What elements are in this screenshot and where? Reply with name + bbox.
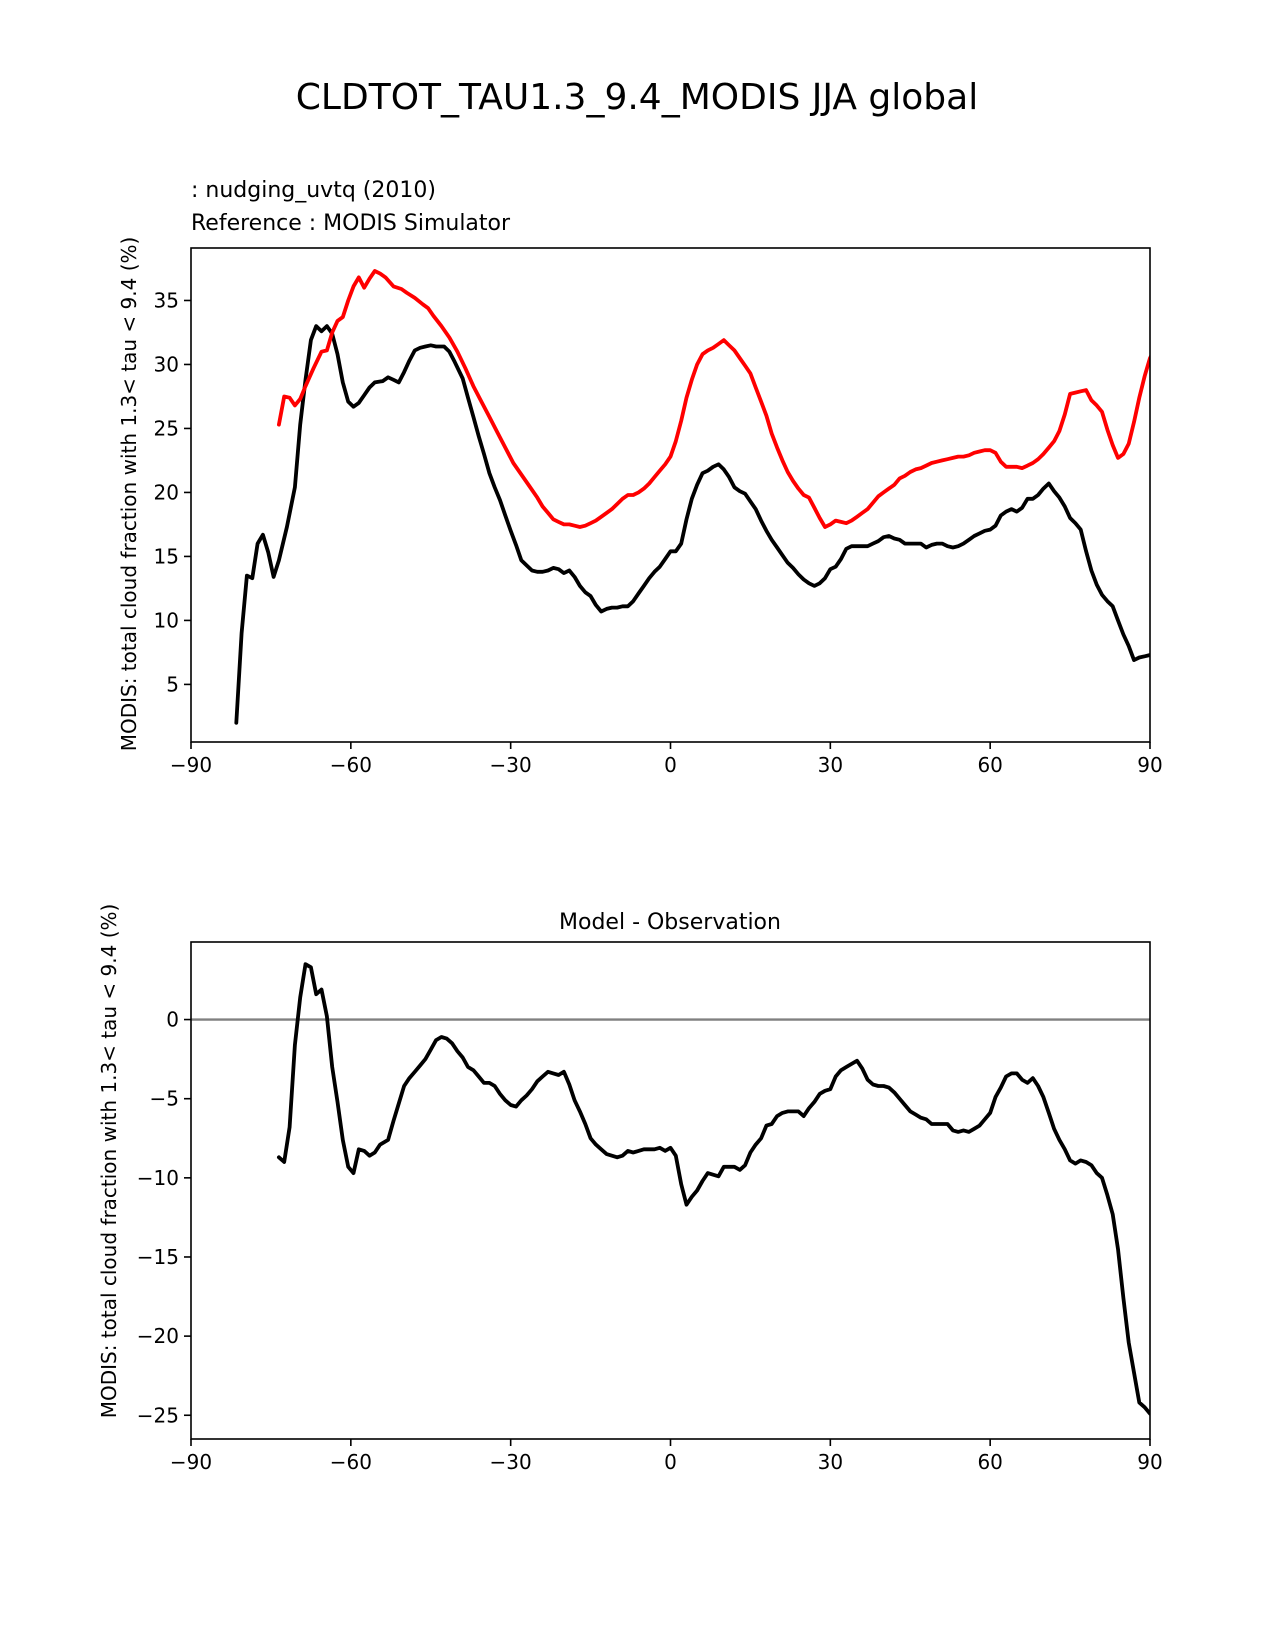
bottom-ytick-label: 0 (166, 1008, 179, 1032)
top-axes-frame (190, 247, 1151, 743)
top-series-nudging-uvtq-2010 (234, 324, 1150, 725)
top-series-modis-simulator (277, 269, 1150, 529)
bottom-xtick-label: 90 (1137, 1450, 1162, 1474)
bottom-ytick-label: −10 (137, 1166, 179, 1190)
top-ytick-label: 15 (154, 544, 179, 568)
reference-label: Reference : MODIS Simulator (191, 211, 511, 236)
figure-title: CLDTOT_TAU1.3_9.4_MODIS JJA global (296, 77, 978, 118)
bottom-ytick-label: −20 (137, 1324, 179, 1348)
top-ytick-label: 5 (166, 672, 179, 696)
top-panel: : nudging_uvtq (2010) Reference : MODIS … (117, 178, 1163, 777)
bottom-title: Model - Observation (559, 910, 781, 935)
bottom-ytick-label: −5 (150, 1087, 179, 1111)
bottom-ytick-label: −15 (137, 1245, 179, 1269)
bottom-plot-area: −90 −60 −30 0 30 60 90 −25 −20 −15 −10 −5 0 (137, 962, 1163, 1474)
bottom-series-model-observation (277, 962, 1150, 1416)
top-ytick-label: 25 (154, 416, 179, 440)
bottom-ylabel: MODIS: total cloud fraction with 1.3< ta… (97, 904, 121, 1419)
top-ytick-label: 30 (154, 352, 179, 376)
top-xtick-label: 30 (818, 753, 843, 777)
bottom-xtick-label: 60 (977, 1450, 1002, 1474)
bottom-xtick-label: −30 (490, 1450, 532, 1474)
top-xtick-label: 90 (1137, 753, 1162, 777)
bottom-xtick-label: 30 (818, 1450, 843, 1474)
top-xtick-label: −60 (330, 753, 372, 777)
bottom-ytick-label: −25 (137, 1403, 179, 1427)
bottom-xtick-label: −90 (170, 1450, 212, 1474)
top-ytick-label: 35 (154, 288, 179, 312)
bottom-axes-frame (190, 941, 1151, 1440)
top-plot-area: −90 −60 −30 0 30 60 90 5 10 15 20 25 30 35 (154, 269, 1163, 777)
top-ylabel: MODIS: total cloud fraction with 1.3< ta… (117, 237, 141, 752)
bottom-panel: Model - Observation MODIS: total cloud f… (97, 904, 1163, 1474)
top-ytick-label: 20 (154, 480, 179, 504)
top-xtick-label: −30 (490, 753, 532, 777)
bottom-xtick-label: −60 (330, 1450, 372, 1474)
top-xtick-label: 60 (977, 753, 1002, 777)
top-xtick-label: 0 (664, 753, 677, 777)
top-ytick-label: 10 (154, 608, 179, 632)
bottom-xtick-label: 0 (664, 1450, 677, 1474)
test-label: : nudging_uvtq (2010) (191, 178, 436, 203)
top-xtick-label: −90 (170, 753, 212, 777)
